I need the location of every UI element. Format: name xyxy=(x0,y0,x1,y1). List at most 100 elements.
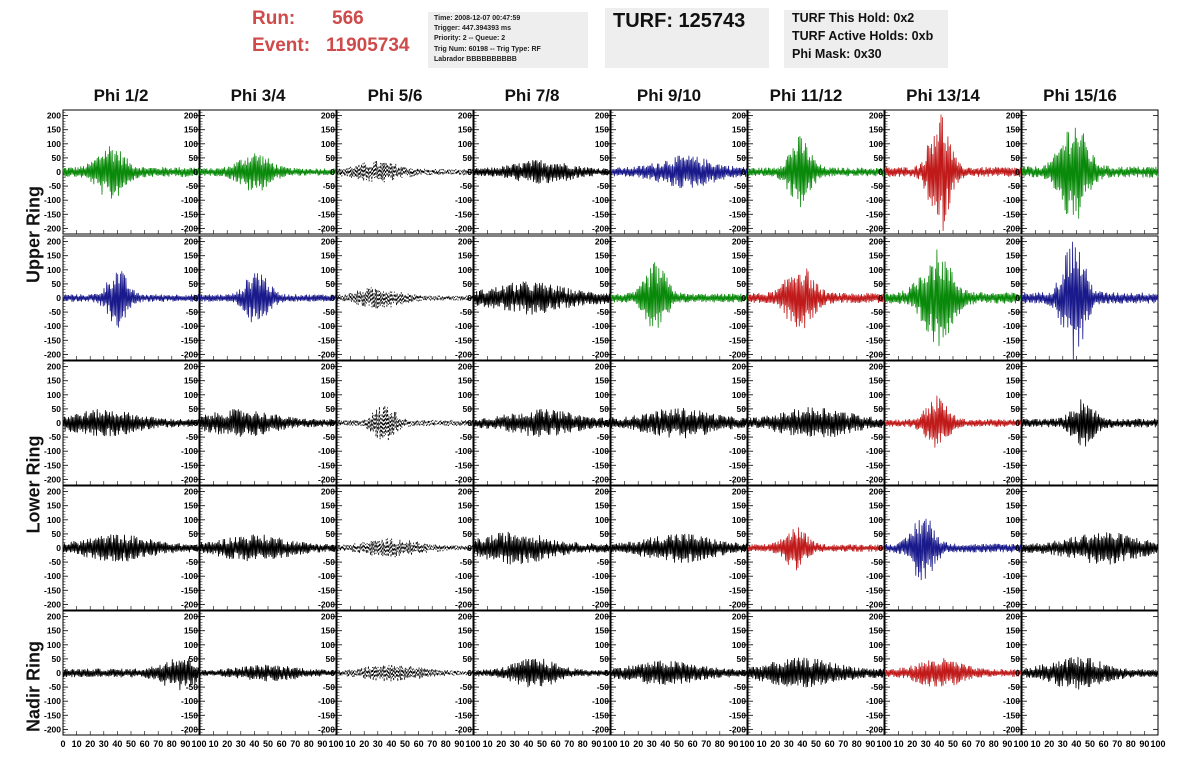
y-tick-label: -100 xyxy=(44,571,61,581)
waveform-panel: 200 150 100 50 0 -50 -100 -150 -200 xyxy=(1003,109,1159,235)
y-tick-label: -150 xyxy=(181,209,198,219)
x-tick-label: 50 xyxy=(948,739,958,749)
y-tick-label: -150 xyxy=(1003,335,1020,345)
x-tick-label: 30 xyxy=(510,739,520,749)
y-tick-label: 0 xyxy=(56,418,61,428)
y-tick-label: 150 xyxy=(458,376,472,386)
waveform-panel: 200 150 100 50 0 -50 -100 -150 -200 xyxy=(318,360,474,486)
y-tick-label: 200 xyxy=(47,487,61,497)
y-tick-label: 200 xyxy=(869,612,883,622)
y-tick-label: -50 xyxy=(1008,181,1021,191)
x-tick-label: 70 xyxy=(153,739,163,749)
x-tick-label: 20 xyxy=(907,739,917,749)
y-tick-label: -100 xyxy=(729,195,746,205)
waveform-panel: 200 150 100 50 0 -50 -100 -150 -200 xyxy=(44,360,200,486)
x-tick-label: 70 xyxy=(564,739,574,749)
y-tick-label: 200 xyxy=(732,362,746,372)
panel-frame xyxy=(336,235,474,361)
y-tick-label: 50 xyxy=(52,404,62,414)
x-tick-label: 40 xyxy=(112,739,122,749)
y-tick-label: 100 xyxy=(184,139,198,149)
y-tick-label: 100 xyxy=(595,515,609,525)
y-tick-label: -200 xyxy=(181,599,198,609)
x-tick-label: 60 xyxy=(414,739,424,749)
y-tick-label: 150 xyxy=(321,501,335,511)
y-tick-label: 200 xyxy=(458,612,472,622)
y-tick-label: -150 xyxy=(866,585,883,595)
waveform-panel: 200 150 100 50 0 -50 -100 -150 -200 xyxy=(318,485,474,611)
y-tick-label: -50 xyxy=(49,181,62,191)
x-tick-label: 10 xyxy=(346,739,356,749)
x-tick-label: 20 xyxy=(633,739,643,749)
y-tick-label: -200 xyxy=(729,223,746,233)
y-tick-label: 200 xyxy=(869,362,883,372)
y-tick-label: -50 xyxy=(597,557,610,567)
y-tick-label: 100 xyxy=(458,390,472,400)
x-tick-label: 20 xyxy=(496,739,506,749)
y-tick-label: 150 xyxy=(869,251,883,261)
y-tick-label: -150 xyxy=(318,710,335,720)
x-tick-label: 50 xyxy=(537,739,547,749)
waveform-panel: 200 150 100 50 0 -50 -100 -150 -200 xyxy=(44,610,200,736)
y-tick-label: 100 xyxy=(869,640,883,650)
y-tick-label: 150 xyxy=(184,626,198,636)
y-tick-label: 150 xyxy=(321,125,335,135)
x-tick-label: 60 xyxy=(962,739,972,749)
column-header-phi-9-10: Phi 9/10 xyxy=(636,86,702,105)
waveform-trace xyxy=(1021,241,1159,360)
turf-active-holds: TURF Active Holds: 0xb xyxy=(792,29,934,43)
waveform-panel: 200 150 100 50 0 -50 -100 -150 -200 xyxy=(44,485,200,611)
y-tick-label: -200 xyxy=(729,349,746,359)
y-tick-label: -150 xyxy=(1003,209,1020,219)
y-tick-label: 0 xyxy=(1015,167,1020,177)
waveform-trace xyxy=(884,518,1022,581)
y-tick-label: 200 xyxy=(321,237,335,247)
y-tick-label: 0 xyxy=(56,668,61,678)
y-tick-label: -50 xyxy=(460,432,473,442)
waveform-panel: 200 150 100 50 0 -50 -100 -150 -200 xyxy=(318,235,474,361)
waveform-trace xyxy=(747,527,885,571)
turf-box: TURF: 125743 xyxy=(605,8,769,68)
x-tick-label: 70 xyxy=(701,739,711,749)
y-tick-label: 200 xyxy=(47,237,61,247)
y-tick-label: -100 xyxy=(729,696,746,706)
y-tick-label: -100 xyxy=(592,571,609,581)
y-tick-label: 0 xyxy=(330,543,335,553)
y-tick-label: 200 xyxy=(321,111,335,121)
x-tick-label: 30 xyxy=(647,739,657,749)
y-tick-label: -50 xyxy=(734,557,747,567)
x-tick-label: 40 xyxy=(660,739,670,749)
y-tick-label: 0 xyxy=(741,543,746,553)
y-tick-label: -50 xyxy=(323,307,336,317)
y-tick-label: 100 xyxy=(595,139,609,149)
y-tick-label: 0 xyxy=(193,167,198,177)
y-tick-label: 0 xyxy=(878,293,883,303)
y-tick-label: 200 xyxy=(184,612,198,622)
x-tick-label: 40 xyxy=(934,739,944,749)
event-label: Event: xyxy=(252,35,311,56)
waveform-panel: 200 150 100 50 0 -50 -100 -150 -200 xyxy=(729,610,885,736)
y-tick-label: -50 xyxy=(597,682,610,692)
y-tick-label: 200 xyxy=(184,362,198,372)
info-priority: Priority: 2 -- Queue: 2 xyxy=(434,35,506,42)
x-tick-label: 40 xyxy=(1071,739,1081,749)
info-trig-num: Trig Num: 60198 -- Trig Type: RF xyxy=(434,46,541,53)
info-time: Time: 2008-12-07 00:47:59 xyxy=(434,15,521,22)
y-tick-label: -50 xyxy=(734,307,747,317)
y-tick-label: 0 xyxy=(741,668,746,678)
y-tick-label: 50 xyxy=(874,654,884,664)
y-tick-label: -100 xyxy=(592,321,609,331)
y-tick-label: 200 xyxy=(458,362,472,372)
column-header-phi-7-8: Phi 7/8 xyxy=(504,86,560,105)
y-tick-label: -100 xyxy=(1003,321,1020,331)
y-tick-label: 50 xyxy=(189,529,199,539)
y-tick-label: -100 xyxy=(44,446,61,456)
y-tick-label: -100 xyxy=(729,571,746,581)
y-tick-label: -100 xyxy=(866,571,883,581)
y-tick-label: -100 xyxy=(455,696,472,706)
y-tick-label: -200 xyxy=(866,599,883,609)
y-tick-label: 0 xyxy=(1015,418,1020,428)
y-tick-label: 50 xyxy=(52,279,62,289)
y-tick-label: 100 xyxy=(869,139,883,149)
y-tick-label: 150 xyxy=(595,251,609,261)
